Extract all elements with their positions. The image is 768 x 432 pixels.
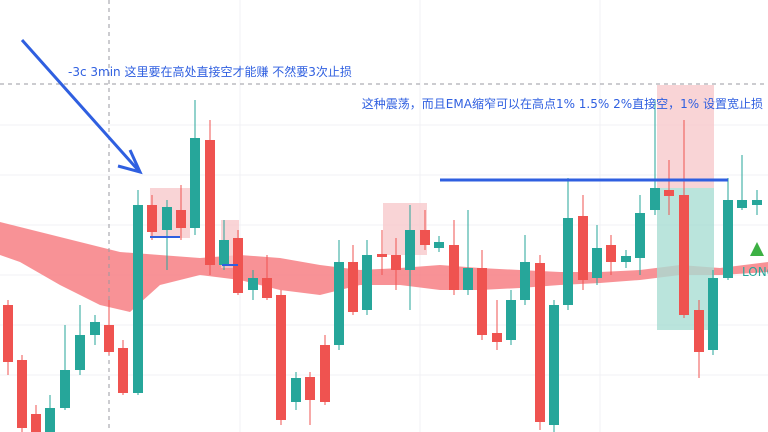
candle-body (549, 305, 559, 425)
candle-body (723, 200, 733, 278)
candle-body (162, 207, 172, 230)
candle-body (463, 268, 473, 290)
candle-body (492, 333, 502, 342)
candle-body (276, 295, 286, 420)
candle-body (664, 190, 674, 196)
candle-body (75, 335, 85, 370)
candle-body (621, 256, 631, 262)
candle-body (737, 200, 747, 208)
candle-body (694, 310, 704, 352)
arrow-shaft (20, 39, 140, 171)
candle-body (219, 240, 229, 265)
ema-band (0, 222, 768, 312)
candle-body (449, 245, 459, 290)
candle-body (291, 378, 301, 402)
candle-body (90, 322, 100, 335)
candle-body (45, 408, 55, 432)
candle-body (305, 377, 315, 400)
candle-body (205, 140, 215, 265)
candle-body (377, 254, 387, 257)
candle-body (477, 268, 487, 335)
candle-body (176, 210, 186, 228)
candle-body (420, 230, 430, 245)
candle-body (535, 263, 545, 422)
candle-body (679, 195, 689, 315)
candles (3, 100, 762, 432)
candle-body (248, 278, 258, 290)
candle-body (104, 325, 114, 352)
candle-body (348, 262, 358, 312)
candle-body (334, 262, 344, 345)
annotation: -3c 3min 这里要在高处直接空才能赚 不然要3次止损 (68, 64, 352, 79)
candle-body (31, 414, 41, 432)
candle-body (262, 278, 272, 298)
candle-body (434, 242, 444, 248)
candle-body (405, 230, 415, 270)
candle-body (190, 138, 200, 228)
candle-body (118, 348, 128, 393)
candle-body (391, 255, 401, 270)
arrow-head (117, 149, 143, 175)
candle-body (592, 248, 602, 278)
candle-body (578, 216, 588, 280)
signal-label: LONG (742, 265, 768, 279)
candle-body (3, 305, 13, 362)
candle-body (506, 300, 516, 340)
candle-body (362, 255, 372, 310)
candle-body (60, 370, 70, 408)
long-marker (750, 242, 764, 256)
candle-body (133, 205, 143, 393)
candle-body (606, 245, 616, 262)
candle-body (520, 262, 530, 300)
candle-body (320, 345, 330, 402)
short-stop-zone (657, 85, 714, 188)
candle-body (708, 278, 718, 350)
candle-body (635, 213, 645, 258)
candle-body (752, 200, 762, 205)
candle-body (563, 218, 573, 305)
candle-body (147, 205, 157, 232)
annotation: 这种震荡，而且EMA缩窄可以在高点1% 1.5% 2%直接空，1% 设置宽止损 (362, 96, 763, 111)
candle-body (650, 188, 660, 210)
candle-body (17, 360, 27, 428)
